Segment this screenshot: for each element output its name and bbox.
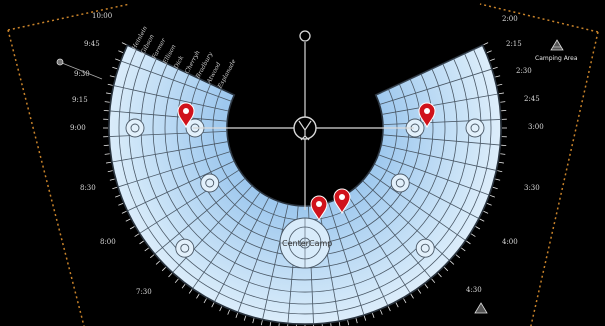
time-label: 2:15 (506, 40, 522, 48)
map-pin-icon[interactable] (177, 102, 195, 129)
time-label: 9:45 (84, 40, 100, 48)
trash-fence (7, 3, 599, 326)
time-label: 8:30 (80, 184, 96, 192)
map-pin-icon[interactable] (333, 188, 351, 215)
temple-circle-icon[interactable] (299, 30, 311, 42)
center-camp-label-right: Camp (309, 239, 332, 248)
left-time-labels: 10:00 9:45 9:30 9:15 9:00 8:30 8:00 7:30 (70, 12, 152, 296)
time-label: 7:30 (136, 288, 152, 296)
center-camp-circle-icon[interactable] (279, 217, 331, 269)
man-figure-icon[interactable] (293, 116, 317, 141)
time-label: 2:00 (502, 15, 518, 23)
time-label: 8:00 (100, 238, 116, 246)
time-label: 2:30 (516, 67, 532, 75)
time-label: 4:30 (466, 286, 482, 294)
map-pin-icon[interactable] (418, 102, 436, 129)
camping-triangle-bottom-icon (474, 302, 488, 314)
right-time-labels: 2:00 2:15 2:30 2:45 3:00 3:30 4:00 4:30 (466, 15, 544, 294)
camping-triangle-icon[interactable] (550, 39, 564, 51)
time-label: 3:00 (528, 123, 544, 131)
time-label: 10:00 (92, 12, 112, 20)
time-label: 2:45 (524, 95, 540, 103)
camping-area-label: Camping Area (535, 55, 578, 62)
time-label: 9:00 (70, 124, 86, 132)
street-name-label: Dick (172, 54, 185, 71)
time-label: 9:30 (74, 70, 90, 78)
time-label: 3:30 (524, 184, 540, 192)
fence-marker-icon (56, 58, 103, 80)
map-pin-icon[interactable] (310, 195, 328, 222)
time-label: 9:15 (72, 96, 88, 104)
street-name-label: Esplanade (216, 58, 238, 90)
time-label: 4:00 (502, 238, 518, 246)
map-pins (177, 102, 436, 222)
center-camp-label-left: Center (282, 239, 310, 248)
city-blocks (108, 44, 502, 325)
